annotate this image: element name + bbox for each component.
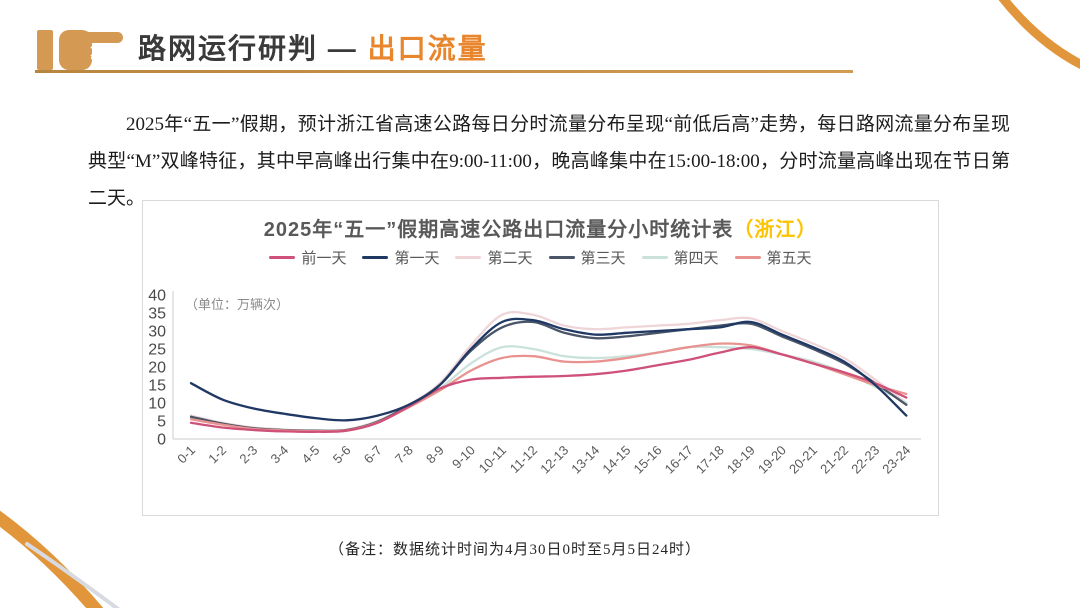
- legend-label: 前一天: [301, 250, 347, 267]
- x-tick-label: 8-9: [423, 443, 447, 467]
- legend-swatch: [548, 255, 575, 260]
- x-tick-label: 10-11: [476, 443, 509, 476]
- x-tick-label: 7-8: [392, 443, 416, 467]
- series-line-第二天: [189, 310, 908, 432]
- series-line-第一天: [189, 317, 908, 422]
- x-tick-label: 22-23: [848, 443, 882, 477]
- y-tick-label: 25: [148, 342, 166, 359]
- series-line-前一天: [189, 346, 908, 433]
- x-tick-label: 5-6: [330, 443, 354, 467]
- corner-arc-top-right-icon: [998, 0, 1080, 69]
- x-tick-label: 9-10: [449, 443, 478, 472]
- x-tick-label: 6-7: [361, 443, 385, 467]
- y-tick-label: 10: [148, 396, 166, 413]
- x-tick-label: 3-4: [268, 443, 292, 467]
- legend-label: 第一天: [394, 250, 440, 267]
- chart-title-suffix: （浙江）: [733, 219, 818, 241]
- footnote: （备注：数据统计时间为4月30日0时至5月5日24时）: [328, 542, 701, 558]
- intro-paragraph: 2025年“五一”假期，预计浙江省高速公路每日分时流量分布呈现“前低后高”走势，…: [88, 114, 1010, 209]
- legend-item: 第五天: [734, 247, 812, 268]
- legend-swatch: [641, 255, 668, 260]
- legend-item: 前一天: [269, 247, 346, 268]
- unit-label: （单位：万辆次）: [185, 297, 289, 312]
- pointing-hand-icon: [37, 30, 123, 70]
- legend-item: 第三天: [548, 247, 626, 268]
- x-tick-label: 15-16: [631, 443, 665, 477]
- page-title-main: 路网运行研判 —: [138, 33, 358, 64]
- y-tick-label: 30: [148, 324, 166, 341]
- legend-label: 第四天: [673, 250, 719, 267]
- y-tick-label: 15: [148, 378, 166, 395]
- x-tick-label: 19-20: [755, 443, 789, 477]
- chart-card: 2025年“五一”假期高速公路出口流量分小时统计表（浙江） 前一天 第一天 第二天 第…: [142, 200, 939, 516]
- x-tick-label: 21-22: [817, 443, 851, 477]
- legend-item: 第一天: [362, 247, 439, 268]
- legend-label: 第五天: [766, 250, 812, 267]
- chart-legend: 前一天 第一天 第二天 第三天 第四天 第五天: [143, 247, 938, 268]
- y-tick-label: 35: [148, 306, 166, 323]
- x-tick-label: 16-17: [662, 443, 696, 477]
- x-tick-label: 14-15: [599, 443, 633, 477]
- x-tick-label: 13-14: [568, 443, 602, 477]
- x-tick-label: 23-24: [879, 443, 913, 477]
- y-tick-label: 0: [157, 432, 166, 449]
- page-title: 路网运行研判 — 出口流量: [138, 27, 488, 67]
- x-tick-label: 12-13: [537, 443, 571, 477]
- legend-swatch: [455, 255, 482, 260]
- x-tick-label: 20-21: [786, 443, 820, 477]
- legend-item: 第二天: [455, 247, 533, 268]
- x-tick-label: 4-5: [299, 443, 323, 467]
- chart-title: 2025年“五一”假期高速公路出口流量分小时统计表（浙江）: [143, 213, 938, 242]
- x-tick-label: 18-19: [724, 443, 758, 477]
- x-tick-label: 11-12: [507, 443, 540, 476]
- legend-item: 第四天: [641, 247, 719, 268]
- chart-title-text: 2025年“五一”假期高速公路出口流量分小时统计表: [263, 219, 734, 241]
- x-tick-label: 1-2: [205, 443, 229, 467]
- corner-arc-bottom-left-icon: [0, 510, 120, 608]
- x-tick-label: 17-18: [693, 443, 727, 477]
- x-tick-label: 2-3: [236, 443, 260, 467]
- x-tick-label: 0-1: [174, 443, 198, 467]
- y-tick-label: 20: [148, 360, 166, 377]
- y-tick-label: 40: [148, 288, 166, 305]
- header-underline: [35, 70, 853, 73]
- legend-swatch: [362, 255, 389, 260]
- legend-swatch: [269, 255, 296, 260]
- legend-label: 第三天: [580, 250, 626, 267]
- legend-label: 第二天: [487, 250, 533, 267]
- legend-swatch: [734, 255, 761, 260]
- series-line-第五天: [189, 342, 908, 433]
- y-tick-label: 5: [157, 414, 166, 431]
- page-title-accent: 出口流量: [367, 33, 488, 64]
